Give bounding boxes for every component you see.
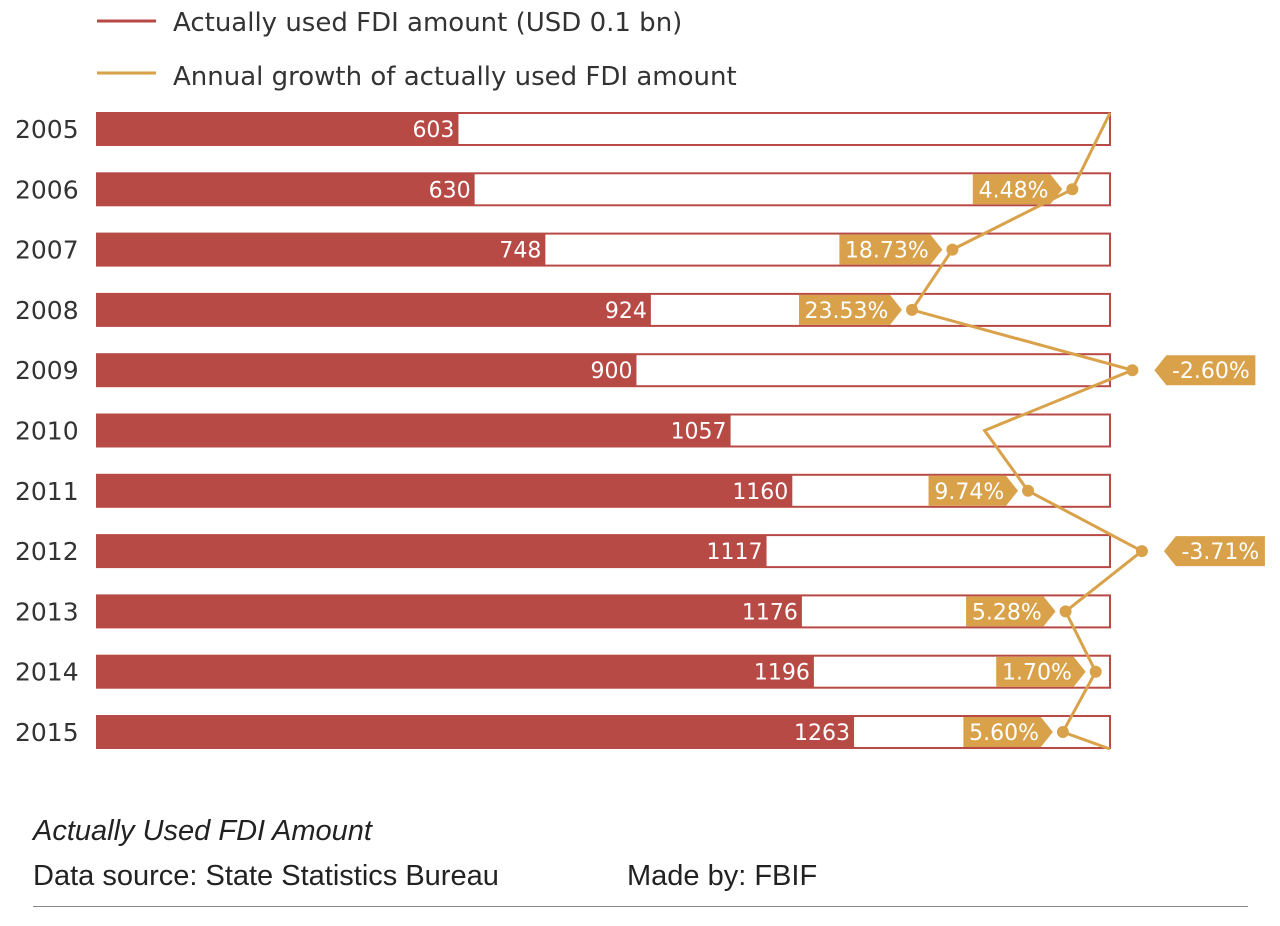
growth-label-tag — [963, 717, 1053, 747]
year-tick-label: 2006 — [15, 175, 79, 204]
legend-label-growth: Annual growth of actually used FDI amoun… — [173, 62, 737, 92]
growth-label-tag — [799, 294, 902, 325]
bar-value-label: 1160 — [732, 480, 788, 505]
growth-value-label: 9.74% — [934, 480, 1004, 505]
chart-caption-title: Actually Used FDI Amount — [33, 815, 372, 847]
bar — [97, 293, 651, 326]
bar — [97, 716, 855, 748]
growth-value-label: 18.73% — [845, 239, 929, 264]
growth-marker — [1135, 545, 1148, 558]
year-tick-label: 2008 — [15, 296, 79, 325]
growth-marker — [1066, 183, 1079, 196]
growth-label-tag — [1163, 536, 1265, 567]
year-tick-label: 2011 — [15, 477, 79, 506]
year-tick-label: 2010 — [15, 417, 79, 446]
year-tick-label: 2014 — [15, 658, 79, 687]
bar — [97, 595, 802, 628]
bar-value-label: 630 — [429, 178, 471, 203]
bar-value-label: 1196 — [754, 661, 810, 686]
data-source-text: Data source: State Statistics Bureau — [33, 860, 499, 892]
growth-marker — [1022, 484, 1035, 497]
growth-label-tag — [839, 234, 943, 265]
bar — [97, 655, 814, 688]
bar-value-label: 1117 — [707, 540, 763, 565]
bar-rows: 603 2005 630 2006 748 2007 924 2008 900 2009 1057 2… — [15, 112, 1111, 749]
bar-value-label: 1057 — [671, 420, 727, 445]
growth-marker — [1059, 605, 1072, 618]
bar — [97, 354, 637, 387]
year-tick-label: 2009 — [15, 356, 79, 385]
bar-value-label: 748 — [499, 239, 541, 264]
growth-value-label: 5.28% — [972, 600, 1042, 625]
bar — [97, 173, 475, 206]
growth-value-label: 23.53% — [805, 299, 889, 324]
made-by-text: Made by: FBIF — [627, 860, 818, 892]
growth-value-label: 4.48% — [979, 178, 1049, 203]
fdi-chart: Actually used FDI amount (USD 0.1 bn) An… — [15, 8, 1265, 751]
growth-marker — [946, 243, 959, 256]
growth-label-tag — [996, 656, 1086, 687]
bar — [97, 414, 731, 447]
growth-value-label: 5.60% — [969, 721, 1039, 746]
bar-value-label: 900 — [590, 359, 632, 384]
bar-value-label: 603 — [412, 118, 454, 143]
year-tick-label: 2007 — [15, 236, 79, 265]
growth-line — [909, 112, 1145, 751]
growth-label-tag — [928, 475, 1019, 506]
bar-value-label: 924 — [605, 299, 647, 324]
bar — [97, 535, 767, 568]
growth-marker — [906, 303, 918, 316]
legend-label-fdi-amount: Actually used FDI amount (USD 0.1 bn) — [173, 8, 682, 38]
year-tick-label: 2012 — [15, 537, 79, 566]
growth-value-label: -3.71% — [1181, 540, 1259, 565]
growth-line-series: 4.48% 18.73% 23.53% -2.60% 9.74% -3.71% 5.28% 1… — [799, 112, 1265, 751]
growth-label-tag — [966, 596, 1056, 627]
growth-label-tag — [1154, 355, 1256, 386]
bar-value-label: 1176 — [742, 600, 798, 625]
bar — [97, 233, 546, 266]
bar-value-label: 1263 — [794, 721, 850, 746]
growth-marker — [1126, 364, 1139, 377]
footer-divider — [33, 906, 1248, 907]
year-tick-label: 2015 — [15, 718, 79, 747]
growth-value-label: 1.70% — [1002, 661, 1072, 686]
growth-marker — [1056, 726, 1069, 738]
growth-label-tag — [972, 174, 1063, 205]
year-tick-label: 2013 — [15, 597, 79, 626]
growth-value-label: -2.60% — [1172, 359, 1250, 384]
year-tick-label: 2005 — [15, 115, 79, 144]
bar — [97, 113, 459, 145]
growth-marker — [1089, 665, 1102, 678]
bar — [97, 474, 793, 507]
legend: Actually used FDI amount (USD 0.1 bn) An… — [97, 8, 737, 92]
